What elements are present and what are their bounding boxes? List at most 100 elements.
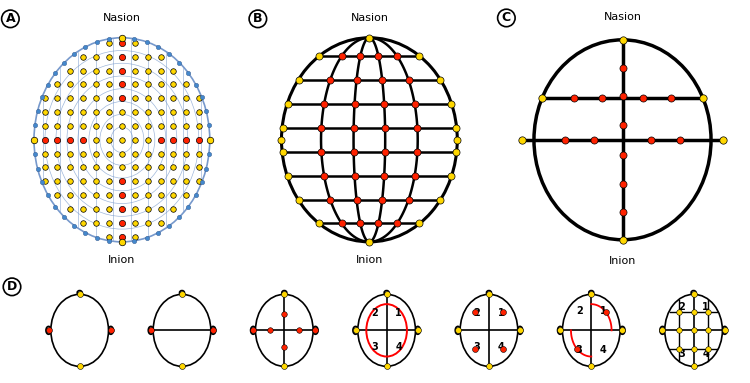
Point	[154, 151, 166, 157]
Point	[554, 327, 566, 333]
Ellipse shape	[153, 294, 211, 367]
Point	[128, 36, 140, 42]
Point	[116, 239, 128, 245]
Point	[167, 123, 179, 129]
Point	[103, 220, 115, 226]
Text: 3: 3	[576, 345, 583, 355]
Point	[702, 346, 714, 352]
Point	[154, 220, 166, 226]
Point	[28, 137, 40, 143]
Ellipse shape	[460, 294, 518, 367]
Point	[103, 206, 115, 212]
Point	[718, 137, 730, 143]
Point	[452, 137, 464, 143]
Point	[202, 122, 214, 128]
Point	[164, 51, 176, 57]
Point	[116, 220, 128, 226]
Text: 3: 3	[473, 342, 480, 352]
Point	[90, 220, 102, 226]
Point	[559, 137, 571, 143]
Point	[450, 149, 462, 155]
Point	[152, 44, 164, 50]
Ellipse shape	[313, 326, 318, 334]
Point	[52, 178, 64, 184]
Point	[154, 109, 166, 115]
Point	[616, 209, 628, 215]
Point	[142, 206, 154, 212]
Point	[318, 101, 330, 107]
Point	[697, 95, 709, 101]
Text: 1: 1	[702, 302, 709, 312]
Point	[129, 220, 141, 226]
Point	[373, 53, 385, 59]
Point	[645, 137, 657, 143]
Text: Inion: Inion	[356, 255, 383, 265]
Text: A: A	[5, 12, 15, 25]
Ellipse shape	[256, 294, 313, 367]
Point	[129, 178, 141, 184]
Point	[164, 223, 176, 229]
Text: 3: 3	[678, 349, 685, 359]
Point	[116, 35, 128, 41]
Point	[363, 35, 375, 41]
Point	[314, 221, 326, 227]
Point	[167, 151, 179, 157]
Point	[403, 77, 415, 83]
Point	[142, 95, 154, 101]
Point	[103, 123, 115, 129]
Point	[434, 77, 446, 83]
Point	[52, 95, 64, 101]
Point	[103, 81, 115, 87]
Point	[154, 164, 166, 170]
Ellipse shape	[108, 326, 113, 334]
Point	[152, 229, 164, 236]
Point	[80, 229, 92, 236]
Ellipse shape	[282, 291, 286, 295]
Ellipse shape	[415, 326, 420, 334]
Text: Nasion: Nasion	[604, 12, 641, 22]
Ellipse shape	[664, 294, 722, 367]
Point	[616, 37, 628, 43]
Point	[36, 179, 48, 185]
Point	[363, 239, 375, 245]
Ellipse shape	[589, 291, 594, 295]
Text: 2: 2	[678, 302, 685, 312]
Point	[616, 327, 628, 333]
Point	[315, 125, 327, 131]
Point	[77, 67, 89, 74]
Ellipse shape	[353, 326, 358, 334]
Point	[616, 65, 628, 71]
Point	[568, 95, 580, 101]
Point	[409, 101, 421, 107]
Point	[688, 363, 700, 370]
Point	[275, 137, 287, 143]
Point	[292, 196, 304, 203]
Point	[50, 204, 62, 210]
Point	[180, 81, 192, 87]
Point	[68, 223, 80, 229]
Point	[36, 94, 48, 100]
Point	[142, 137, 154, 143]
Point	[180, 109, 192, 115]
Point	[90, 109, 102, 115]
Point	[688, 309, 700, 315]
Point	[52, 123, 64, 129]
Ellipse shape	[557, 326, 562, 334]
Point	[129, 123, 141, 129]
Point	[182, 70, 194, 76]
Point	[180, 192, 192, 198]
Text: 1: 1	[600, 306, 607, 316]
Point	[674, 137, 686, 143]
Point	[116, 164, 128, 170]
Point	[116, 54, 128, 60]
Text: 4: 4	[702, 349, 709, 359]
Point	[77, 137, 89, 143]
Point	[103, 67, 115, 74]
Point	[688, 346, 700, 352]
Point	[656, 327, 668, 333]
Text: 1: 1	[395, 308, 402, 318]
Point	[674, 309, 686, 315]
Point	[378, 173, 390, 179]
Point	[42, 82, 54, 88]
Point	[585, 291, 597, 297]
